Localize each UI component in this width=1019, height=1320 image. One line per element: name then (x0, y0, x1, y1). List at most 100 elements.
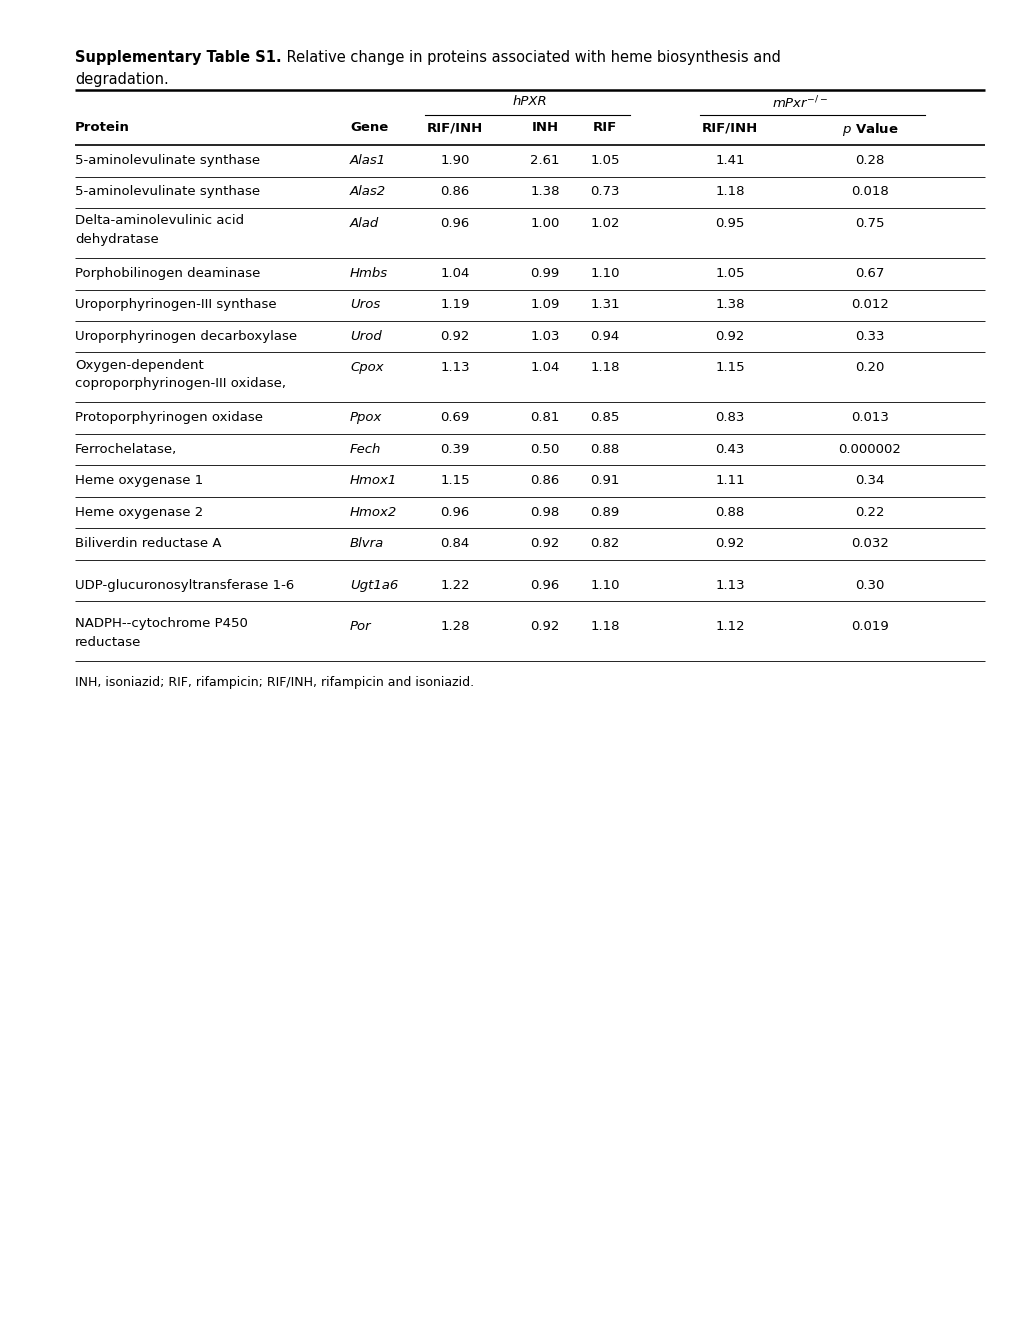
Text: Gene: Gene (350, 121, 388, 135)
Text: 0.67: 0.67 (855, 267, 883, 280)
Text: $mPxr^{-/-}$: $mPxr^{-/-}$ (771, 95, 827, 112)
Text: 0.86: 0.86 (440, 185, 469, 198)
Text: reductase: reductase (75, 636, 142, 649)
Text: 0.69: 0.69 (440, 412, 469, 424)
Text: 1.09: 1.09 (530, 298, 559, 312)
Text: NADPH--cytochrome P450: NADPH--cytochrome P450 (75, 618, 248, 631)
Text: 0.012: 0.012 (850, 298, 889, 312)
Text: 1.10: 1.10 (590, 578, 620, 591)
Text: 0.34: 0.34 (855, 474, 883, 487)
Text: 0.88: 0.88 (714, 506, 744, 519)
Text: 0.75: 0.75 (854, 216, 883, 230)
Text: 0.50: 0.50 (530, 442, 559, 455)
Text: 0.92: 0.92 (530, 537, 559, 550)
Text: Urod: Urod (350, 330, 381, 343)
Text: 0.92: 0.92 (440, 330, 469, 343)
Text: 1.19: 1.19 (440, 298, 470, 312)
Text: 0.96: 0.96 (440, 216, 469, 230)
Text: 1.31: 1.31 (590, 298, 620, 312)
Text: 1.15: 1.15 (714, 362, 744, 374)
Text: 0.85: 0.85 (590, 412, 620, 424)
Text: hPXR: hPXR (513, 95, 547, 108)
Text: Por: Por (350, 620, 371, 634)
Text: 5-aminolevulinate synthase: 5-aminolevulinate synthase (75, 185, 260, 198)
Text: 0.30: 0.30 (855, 578, 883, 591)
Text: dehydratase: dehydratase (75, 232, 159, 246)
Text: RIF/INH: RIF/INH (701, 121, 757, 135)
Text: 0.43: 0.43 (714, 442, 744, 455)
Text: 0.91: 0.91 (590, 474, 620, 487)
Text: Alas1: Alas1 (350, 153, 386, 166)
Text: Hmbs: Hmbs (350, 267, 388, 280)
Text: coproporphyrinogen-III oxidase,: coproporphyrinogen-III oxidase, (75, 378, 285, 389)
Text: Supplementary Table S1.: Supplementary Table S1. (75, 50, 281, 65)
Text: 1.10: 1.10 (590, 267, 620, 280)
Text: RIF: RIF (592, 121, 616, 135)
Text: 0.83: 0.83 (714, 412, 744, 424)
Text: 1.11: 1.11 (714, 474, 744, 487)
Text: 1.13: 1.13 (440, 362, 470, 374)
Text: 0.95: 0.95 (714, 216, 744, 230)
Text: Alad: Alad (350, 216, 379, 230)
Text: RIF/INH: RIF/INH (427, 121, 483, 135)
Text: 1.02: 1.02 (590, 216, 620, 230)
Text: Delta-aminolevulinic acid: Delta-aminolevulinic acid (75, 214, 244, 227)
Text: Ppox: Ppox (350, 412, 382, 424)
Text: Uros: Uros (350, 298, 380, 312)
Text: Relative change in proteins associated with heme biosynthesis and: Relative change in proteins associated w… (281, 50, 781, 65)
Text: INH, isoniazid; RIF, rifampicin; RIF/INH, rifampicin and isoniazid.: INH, isoniazid; RIF, rifampicin; RIF/INH… (75, 676, 474, 689)
Text: 0.000002: 0.000002 (838, 442, 901, 455)
Text: 1.28: 1.28 (440, 620, 470, 634)
Text: 0.22: 0.22 (854, 506, 883, 519)
Text: 0.84: 0.84 (440, 537, 469, 550)
Text: 0.89: 0.89 (590, 506, 619, 519)
Text: 1.00: 1.00 (530, 216, 559, 230)
Text: Biliverdin reductase A: Biliverdin reductase A (75, 537, 221, 550)
Text: UDP-glucuronosyltransferase 1-6: UDP-glucuronosyltransferase 1-6 (75, 578, 293, 591)
Text: 0.81: 0.81 (530, 412, 559, 424)
Text: INH: INH (531, 121, 558, 135)
Text: 0.92: 0.92 (714, 537, 744, 550)
Text: 1.18: 1.18 (590, 362, 620, 374)
Text: Porphobilinogen deaminase: Porphobilinogen deaminase (75, 267, 260, 280)
Text: Hmox1: Hmox1 (350, 474, 396, 487)
Text: 0.92: 0.92 (714, 330, 744, 343)
Text: 2.61: 2.61 (530, 153, 559, 166)
Text: 0.018: 0.018 (850, 185, 888, 198)
Text: Ferrochelatase,: Ferrochelatase, (75, 442, 177, 455)
Text: Uroporphyrinogen-III synthase: Uroporphyrinogen-III synthase (75, 298, 276, 312)
Text: 5-aminolevulinate synthase: 5-aminolevulinate synthase (75, 153, 260, 166)
Text: degradation.: degradation. (75, 73, 168, 87)
Text: 1.05: 1.05 (714, 267, 744, 280)
Text: 1.15: 1.15 (440, 474, 470, 487)
Text: 1.12: 1.12 (714, 620, 744, 634)
Text: Protein: Protein (75, 121, 129, 135)
Text: 0.92: 0.92 (530, 620, 559, 634)
Text: Protoporphyrinogen oxidase: Protoporphyrinogen oxidase (75, 412, 263, 424)
Text: 0.96: 0.96 (440, 506, 469, 519)
Text: Uroporphyrinogen decarboxylase: Uroporphyrinogen decarboxylase (75, 330, 297, 343)
Text: 1.22: 1.22 (440, 578, 470, 591)
Text: 1.18: 1.18 (714, 185, 744, 198)
Text: 0.96: 0.96 (530, 578, 559, 591)
Text: Oxygen-dependent: Oxygen-dependent (75, 359, 204, 371)
Text: 0.88: 0.88 (590, 442, 619, 455)
Text: 0.86: 0.86 (530, 474, 559, 487)
Text: Ugt1a6: Ugt1a6 (350, 578, 397, 591)
Text: 0.73: 0.73 (590, 185, 620, 198)
Text: 0.98: 0.98 (530, 506, 559, 519)
Text: 1.05: 1.05 (590, 153, 620, 166)
Text: 0.28: 0.28 (855, 153, 883, 166)
Text: Cpox: Cpox (350, 362, 383, 374)
Text: 0.032: 0.032 (850, 537, 889, 550)
Text: 0.013: 0.013 (850, 412, 889, 424)
Text: 1.18: 1.18 (590, 620, 620, 634)
Text: Heme oxygenase 2: Heme oxygenase 2 (75, 506, 203, 519)
Text: 1.90: 1.90 (440, 153, 469, 166)
Text: 1.41: 1.41 (714, 153, 744, 166)
Text: 1.04: 1.04 (440, 267, 469, 280)
Text: 1.03: 1.03 (530, 330, 559, 343)
Text: 1.38: 1.38 (530, 185, 559, 198)
Text: 1.13: 1.13 (714, 578, 744, 591)
Text: $p$ Value: $p$ Value (841, 121, 898, 139)
